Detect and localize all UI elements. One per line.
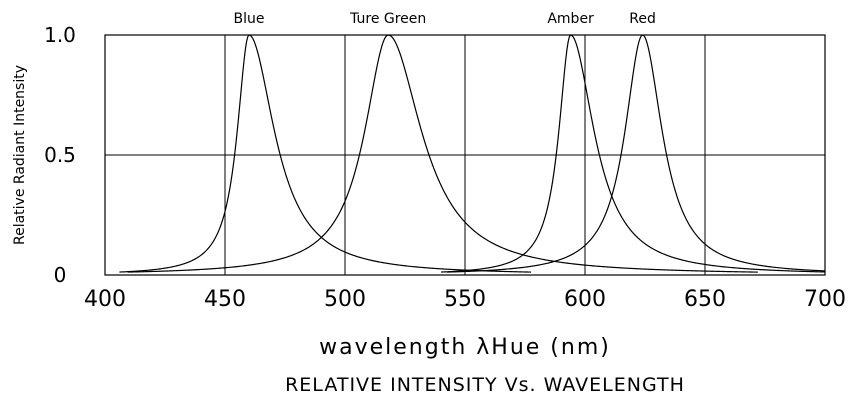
y-tick-labels: 0 0.5 1.0 [44, 23, 76, 287]
chart-title: RELATIVE INTENSITY Vs. WAVELENGTH [285, 374, 685, 396]
x-tick-label: 450 [204, 287, 246, 312]
x-tick-label: 600 [564, 287, 606, 312]
x-tick-label: 500 [324, 287, 366, 312]
series-line [446, 34, 826, 273]
x-tick-label: 650 [684, 287, 726, 312]
y-tick-label: 0.5 [44, 143, 76, 167]
y-axis-label: Relative Radiant Intensity [12, 65, 28, 245]
series-line [440, 34, 826, 273]
series-line [127, 34, 758, 273]
x-tick-label: 700 [804, 287, 846, 312]
series-label: Amber [547, 11, 594, 27]
series-label: Ture Green [349, 11, 426, 27]
series-curves [119, 34, 826, 273]
y-tick-label: 0 [54, 263, 67, 287]
y-tick-label: 1.0 [44, 23, 76, 47]
series-labels: Blue Ture Green Amber Red [234, 11, 656, 27]
plot-frame [104, 34, 826, 276]
series-label: Red [629, 11, 656, 27]
series-line [119, 34, 532, 273]
x-axis-label: wavelength λHue (nm) [319, 335, 611, 360]
x-tick-label: 400 [84, 287, 126, 312]
x-tick-label: 550 [444, 287, 486, 312]
series-label: Blue [234, 11, 265, 27]
x-tick-labels: 400 450 500 550 600 650 700 [84, 287, 846, 312]
